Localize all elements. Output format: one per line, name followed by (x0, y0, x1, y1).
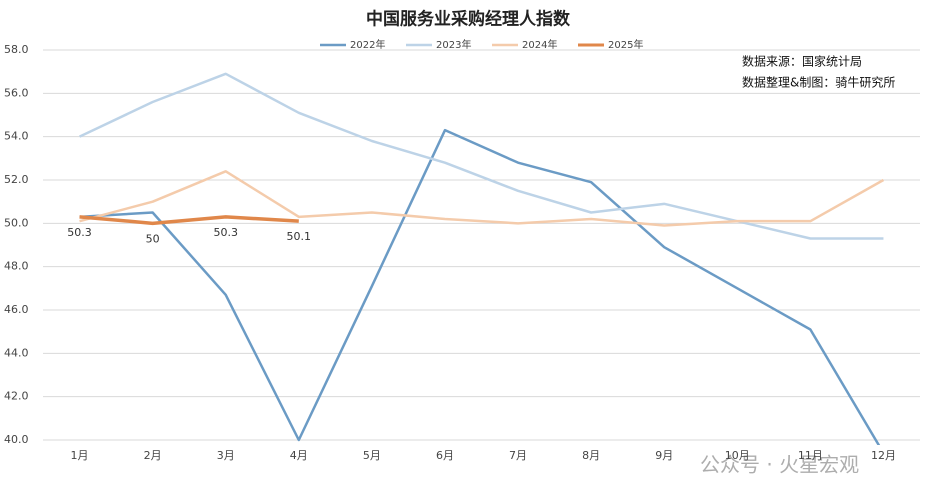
x-tick-label: 1月 (71, 449, 89, 462)
legend-label: 2023年 (436, 38, 471, 51)
annotation: 数据整理&制图：骑牛研究所 (742, 75, 895, 90)
x-tick-label: 11月 (798, 449, 823, 462)
data-label: 50.3 (213, 226, 238, 239)
y-tick-label: 58.0 (4, 43, 29, 56)
y-tick-label: 44.0 (4, 346, 29, 359)
y-tick-label: 54.0 (4, 130, 29, 143)
x-tick-label: 5月 (363, 449, 381, 462)
y-tick-label: 50.0 (4, 216, 29, 229)
series-line (79, 215, 299, 226)
y-tick-label: 40.0 (4, 433, 29, 446)
y-tick-label: 56.0 (4, 86, 29, 99)
y-tick-label: 48.0 (4, 260, 29, 273)
x-tick-label: 10月 (725, 449, 750, 462)
series-line (79, 128, 881, 445)
legend-label: 2024年 (522, 38, 557, 51)
x-tick-label: 4月 (290, 449, 308, 462)
series-line (79, 72, 884, 240)
x-tick-label: 12月 (871, 449, 896, 462)
chart-title: 中国服务业采购经理人指数 (366, 9, 571, 30)
x-tick-label: 3月 (217, 449, 235, 462)
legend-label: 2022年 (350, 38, 385, 51)
y-tick-label: 42.0 (4, 390, 29, 403)
plot (79, 72, 885, 445)
x-tick-label: 6月 (436, 449, 454, 462)
data-label: 50.1 (287, 230, 312, 243)
x-tick-label: 7月 (509, 449, 527, 462)
x-tick-label: 2月 (144, 449, 162, 462)
y-tick-label: 52.0 (4, 173, 29, 186)
y-tick-label: 46.0 (4, 303, 29, 316)
data-label: 50 (146, 232, 160, 245)
legend-label: 2025年 (608, 38, 643, 51)
watermark: 公众号 · 火星宏观 (700, 453, 859, 477)
x-tick-label: 8月 (582, 449, 600, 462)
series-line (79, 170, 885, 227)
data-label: 50.3 (67, 226, 92, 239)
x-tick-label: 9月 (655, 449, 673, 462)
annotation: 数据来源：国家统计局 (742, 54, 862, 69)
